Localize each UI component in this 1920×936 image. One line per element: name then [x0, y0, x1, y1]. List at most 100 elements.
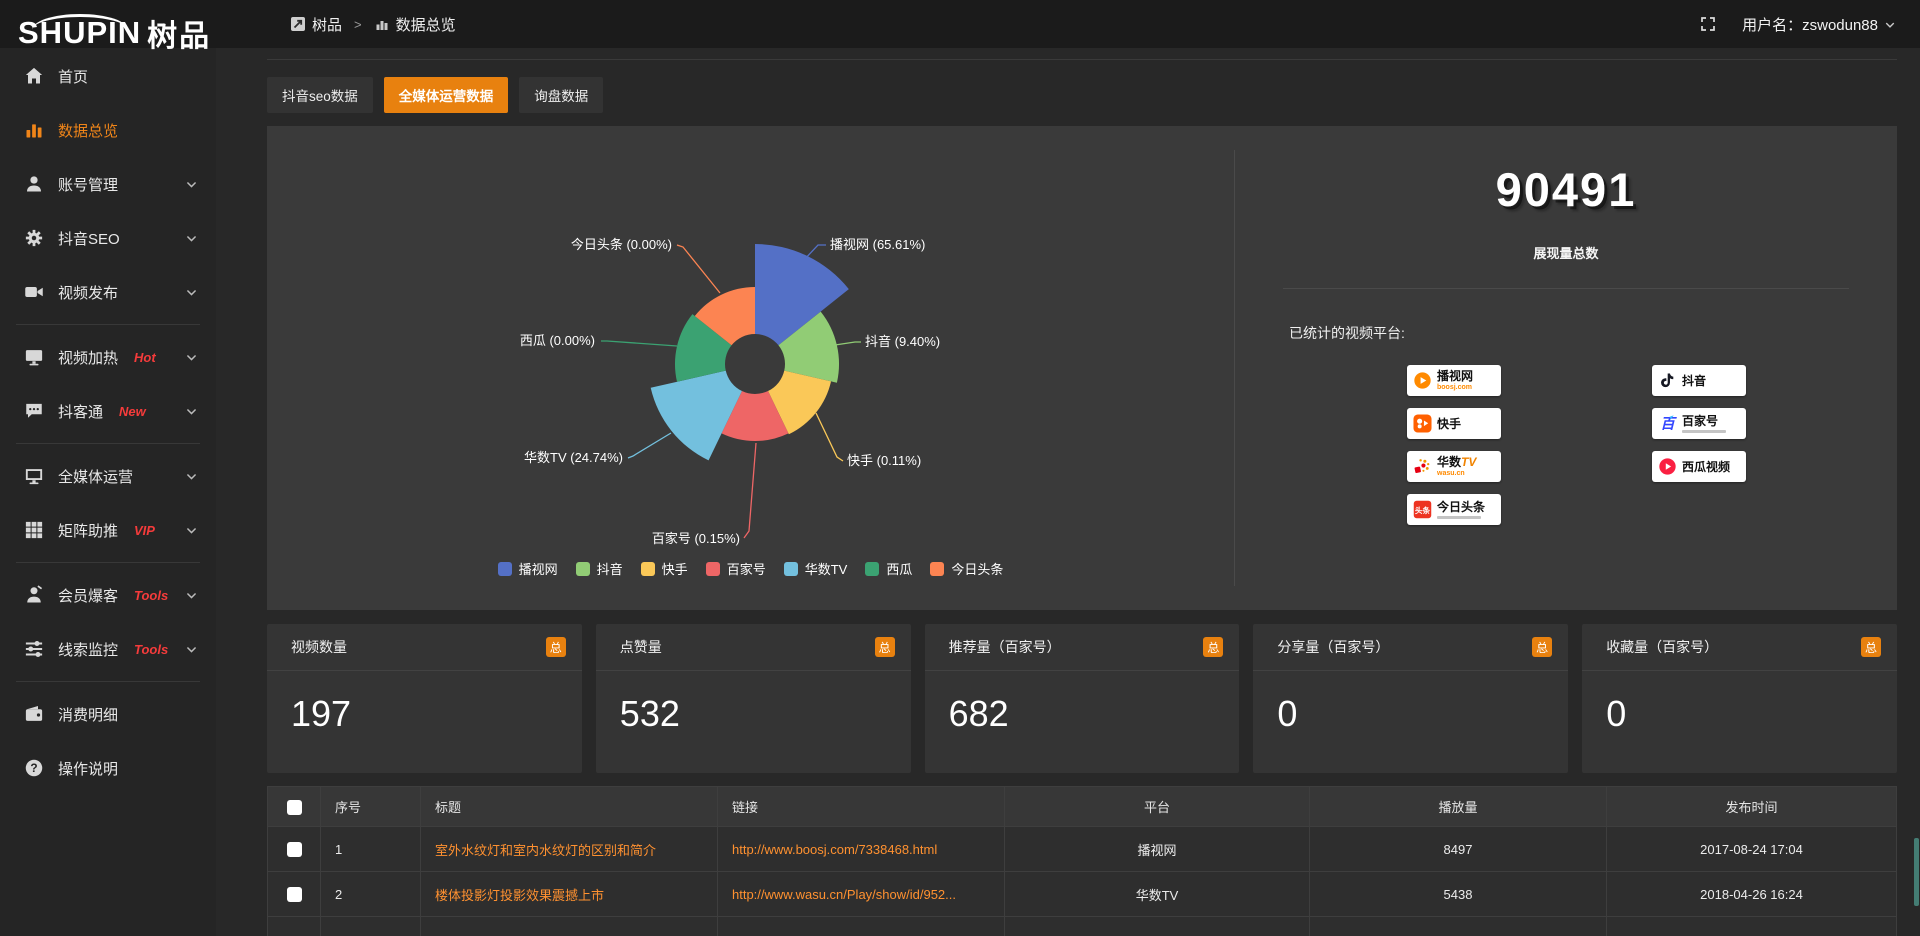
- sidebar-item-label: 视频加热: [58, 349, 119, 367]
- video-title-link[interactable]: 室外水纹灯和室内水纹灯的区别和简介: [420, 826, 718, 872]
- row-checkbox-cell: [267, 826, 321, 872]
- summary-zone: 90491 展现量总数 已统计的视频平台: 播视网 boosj.com 快手 华数TV…: [1235, 126, 1897, 610]
- platform-tagline-placeholder: [1437, 515, 1481, 519]
- user-menu[interactable]: 用户名：zswodun88: [1742, 14, 1896, 35]
- tab-询盘数据[interactable]: 询盘数据: [519, 77, 604, 113]
- chevron-down-icon: [185, 232, 198, 245]
- data-tabs: 抖音seo数据 全媒体运营数据 询盘数据: [267, 77, 1897, 113]
- sidebar-nav: 首页数据总览账号管理抖音SEO 视频发布视频加热 Hot 抖客通 New 全媒体运营矩阵助…: [0, 48, 216, 936]
- sidebar-item-抖音SEO[interactable]: 抖音SEO: [0, 211, 216, 265]
- sidebar-item-label: 全媒体运营: [58, 468, 134, 486]
- platform-badge-text: 华数TV wasu.cn: [1437, 456, 1476, 477]
- legend-item-西瓜[interactable]: 西瓜: [865, 559, 912, 578]
- row-checkbox[interactable]: [286, 887, 302, 903]
- pie-label-今日头条: 今日头条 (0.00%): [571, 237, 672, 252]
- video-url-link[interactable]: [717, 916, 1005, 936]
- pie-slice-西瓜[interactable]: [675, 314, 732, 382]
- legend-item-快手[interactable]: 快手: [640, 559, 688, 578]
- sidebar-item-消费明细[interactable]: 消费明细: [0, 687, 216, 741]
- pie-slice-播视网[interactable]: [755, 244, 849, 346]
- legend-swatch: [783, 561, 798, 576]
- sidebar-item-矩阵助推[interactable]: 矩阵助推 VIP: [0, 503, 216, 557]
- video-url-link[interactable]: http://www.boosj.com/7338468.html: [717, 826, 1005, 872]
- stat-card-title: 点赞量: [619, 639, 662, 655]
- sidebar-item-全媒体运营[interactable]: 全媒体运营: [0, 449, 216, 503]
- table-cell: 1: [320, 826, 421, 872]
- pie-slice-百家号[interactable]: [721, 391, 789, 441]
- sidebar-item-账号管理[interactable]: 账号管理: [0, 157, 216, 211]
- total-impressions-value: 90491: [1495, 163, 1637, 216]
- label-line-百家号: [743, 442, 757, 539]
- stat-card-title: 视频数量: [291, 639, 347, 655]
- scrollbar-thumb[interactable]: [1914, 838, 1919, 906]
- home-icon: [24, 66, 44, 86]
- sidebar-item-label: 数据总览: [58, 122, 119, 140]
- platform-badge-快手: 快手: [1407, 408, 1501, 439]
- sidebar-item-会员爆客[interactable]: 会员爆客 Tools: [0, 568, 216, 622]
- platform-name: 播视网: [1437, 369, 1474, 383]
- stat-card-header: 推荐量（百家号） 总: [924, 624, 1240, 671]
- pie-slice-今日头条[interactable]: [694, 287, 755, 346]
- sidebar-item-线索监控[interactable]: 线索监控 Tools: [0, 622, 216, 676]
- video-title-link[interactable]: 楼体投影灯投影效果震撼上市: [420, 871, 718, 917]
- fullscreen-icon[interactable]: [1700, 16, 1716, 32]
- pie-slice-快手[interactable]: [768, 370, 832, 435]
- platform-badge-text: 快手: [1437, 418, 1461, 430]
- stat-card-点赞量: 点赞量 总 532: [595, 624, 911, 773]
- legend-label: 华数TV: [804, 562, 848, 577]
- video-title-link[interactable]: [420, 916, 718, 936]
- platform-name: 百家号: [1682, 413, 1719, 428]
- table-cell: 5438: [1309, 871, 1607, 917]
- total-badge: 总: [874, 637, 895, 657]
- sidebar-item-label: 线索监控: [58, 641, 119, 659]
- breadcrumb-current[interactable]: 数据总览: [374, 14, 456, 35]
- pie-slice-华数TV[interactable]: [650, 370, 742, 461]
- sidebar-item-视频发布[interactable]: 视频发布: [0, 265, 216, 319]
- pie-label-华数TV: 华数TV (24.74%): [524, 450, 623, 465]
- legend-label: 百家号: [726, 562, 766, 577]
- stat-cards-row: 视频数量总 197 点赞量总 532 推荐量（百家号）总 682 分享量（百家号）总 0 收藏量…: [267, 624, 1897, 773]
- pie-label-西瓜: 西瓜 (0.00%): [520, 333, 595, 348]
- legend-item-百家号[interactable]: 百家号: [705, 559, 766, 578]
- tab-全媒体运营数据[interactable]: 全媒体运营数据: [383, 77, 509, 113]
- sidebar-item-label: 抖音SEO: [58, 230, 120, 248]
- gear-icon: [24, 228, 44, 248]
- sidebar-item-抖客通[interactable]: 抖客通 New: [0, 384, 216, 438]
- stat-card-title: 分享量（百家号）: [1277, 639, 1390, 655]
- row-checkbox[interactable]: [286, 842, 302, 858]
- legend-item-今日头条[interactable]: 今日头条: [930, 559, 1003, 578]
- pie-label-百家号: 百家号 (0.15%): [652, 531, 740, 546]
- sidebar-item-视频加热[interactable]: 视频加热 Hot: [0, 330, 216, 384]
- logo-arc: [32, 14, 128, 30]
- platform-badge-text: 百家号: [1682, 415, 1726, 433]
- legend-label: 抖音: [596, 562, 623, 577]
- breadcrumb-home-label: 树品: [312, 16, 343, 34]
- bars-icon: [374, 16, 390, 32]
- platform-badge-今日头条: 头条 今日头条: [1407, 494, 1501, 525]
- main-content: 抖音seo数据 全媒体运营数据 询盘数据 播视网 (65.61%) 抖音 (9.40%…: [216, 48, 1920, 936]
- legend-item-播视网[interactable]: 播视网: [497, 559, 558, 578]
- sidebar-item-label: 抖客通: [58, 403, 104, 421]
- sidebar-item-label: 操作说明: [58, 760, 119, 778]
- total-impressions-label: 展现量总数: [1533, 246, 1599, 261]
- video-url-link[interactable]: http://www.wasu.cn/Play/show/id/952...: [717, 871, 1005, 917]
- sidebar-item-数据总览[interactable]: 数据总览: [0, 103, 216, 157]
- legend-item-抖音[interactable]: 抖音: [575, 559, 623, 578]
- sidebar-item-首页[interactable]: 首页: [0, 49, 216, 103]
- legend-swatch: [705, 561, 720, 576]
- tab-抖音seo数据[interactable]: 抖音seo数据: [267, 77, 373, 113]
- stat-card-value: 0: [1277, 693, 1298, 734]
- select-all-checkbox[interactable]: [286, 799, 302, 815]
- pie-slice-抖音[interactable]: [778, 311, 839, 383]
- breadcrumb-home[interactable]: 树品: [290, 14, 342, 35]
- chevron-down-icon: [185, 589, 198, 602]
- logo-text-en: SHUPIN: [18, 14, 142, 50]
- platform-badge-抖音: 抖音: [1652, 365, 1746, 396]
- platform-badge-text: 播视网 boosj.com: [1437, 370, 1473, 391]
- platform-share-chart: 播视网 (65.61%) 抖音 (9.40%) 快手 (0.11%) 百家号 (0.1…: [267, 126, 1234, 610]
- table-cell: 2: [320, 871, 421, 917]
- stat-card-分享量（百家号）: 分享量（百家号） 总 0: [1253, 624, 1569, 773]
- sidebar-item-操作说明[interactable]: ? 操作说明: [0, 741, 216, 795]
- legend-item-华数TV[interactable]: 华数TV: [783, 559, 848, 578]
- xigua-icon: [1658, 457, 1677, 476]
